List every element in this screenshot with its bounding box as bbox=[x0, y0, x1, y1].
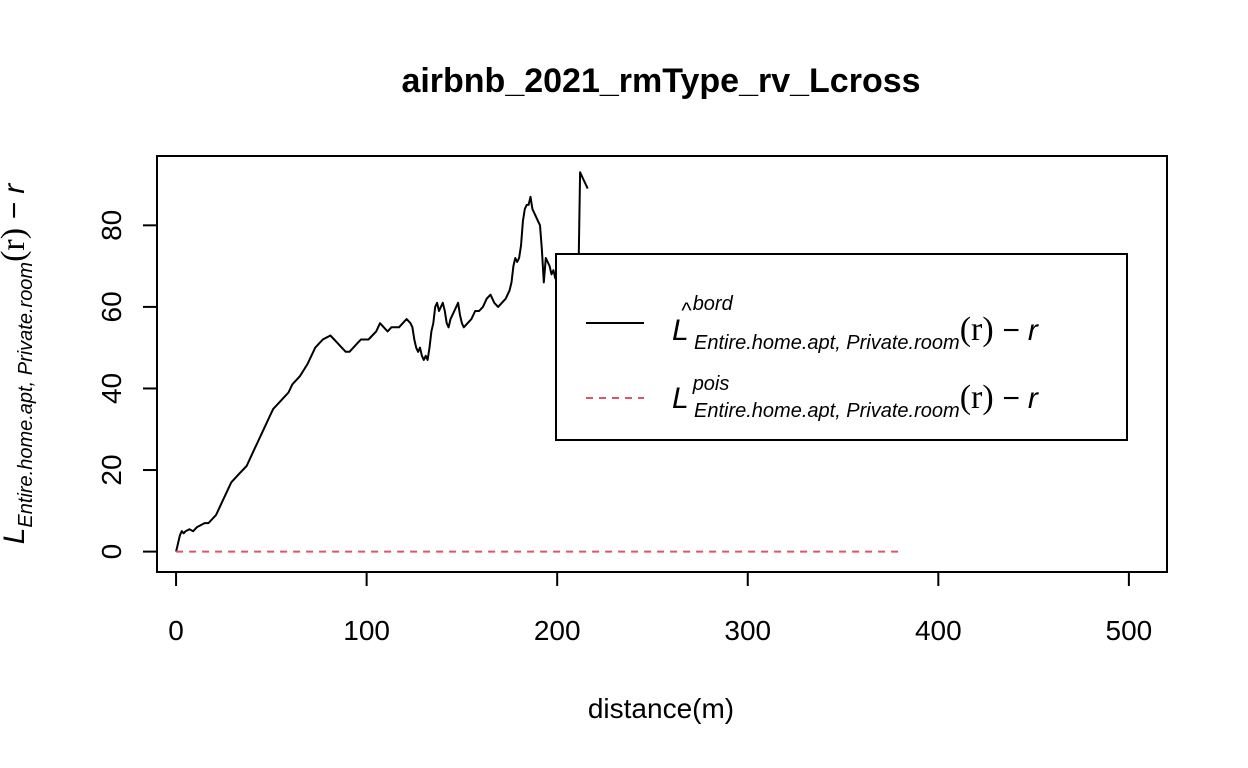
x-tick-label: 300 bbox=[724, 615, 771, 646]
y-label-subscript: Entire.home.apt, Private.room bbox=[15, 262, 37, 528]
x-tick-label: 0 bbox=[168, 615, 184, 646]
x-tick-label: 100 bbox=[343, 615, 390, 646]
svg-text:LEntire.home.apt, Private.room: LEntire.home.apt, Private.room(r) − r bbox=[0, 183, 37, 545]
series-line-bord bbox=[175, 171, 589, 552]
y-tick-label: 60 bbox=[96, 291, 127, 322]
y-label-arg: (r) bbox=[0, 228, 32, 262]
y-tick-label: 20 bbox=[96, 454, 127, 485]
chart-title: airbnb_2021_rmType_rv_Lcross bbox=[401, 62, 920, 100]
legend-hat-bord: ^ bbox=[681, 298, 692, 323]
y-label-main: L bbox=[0, 528, 31, 545]
legend: Lbord Entire.home.apt, Private.room(r) − … bbox=[555, 253, 1128, 441]
x-tick-label: 500 bbox=[1106, 615, 1153, 646]
series-layer bbox=[175, 171, 901, 553]
x-axis-label: distance(m) bbox=[588, 693, 734, 724]
legend-box bbox=[555, 253, 1128, 441]
y-tick-label: 80 bbox=[96, 210, 127, 241]
x-tick-label: 400 bbox=[915, 615, 962, 646]
legend-label-bord: Lbord Entire.home.apt, Private.room(r) − … bbox=[672, 293, 1039, 354]
x-axis: 0 100 200 300 400 500 bbox=[168, 571, 1153, 646]
x-tick-label: 200 bbox=[534, 615, 581, 646]
y-axis: 0 20 40 60 80 bbox=[96, 210, 157, 560]
y-axis-label: LEntire.home.apt, Private.room(r) − r bbox=[0, 183, 37, 545]
y-tick-label: 40 bbox=[96, 373, 127, 404]
y-label-suffix: − r bbox=[0, 183, 31, 228]
y-tick-label: 0 bbox=[96, 544, 127, 560]
